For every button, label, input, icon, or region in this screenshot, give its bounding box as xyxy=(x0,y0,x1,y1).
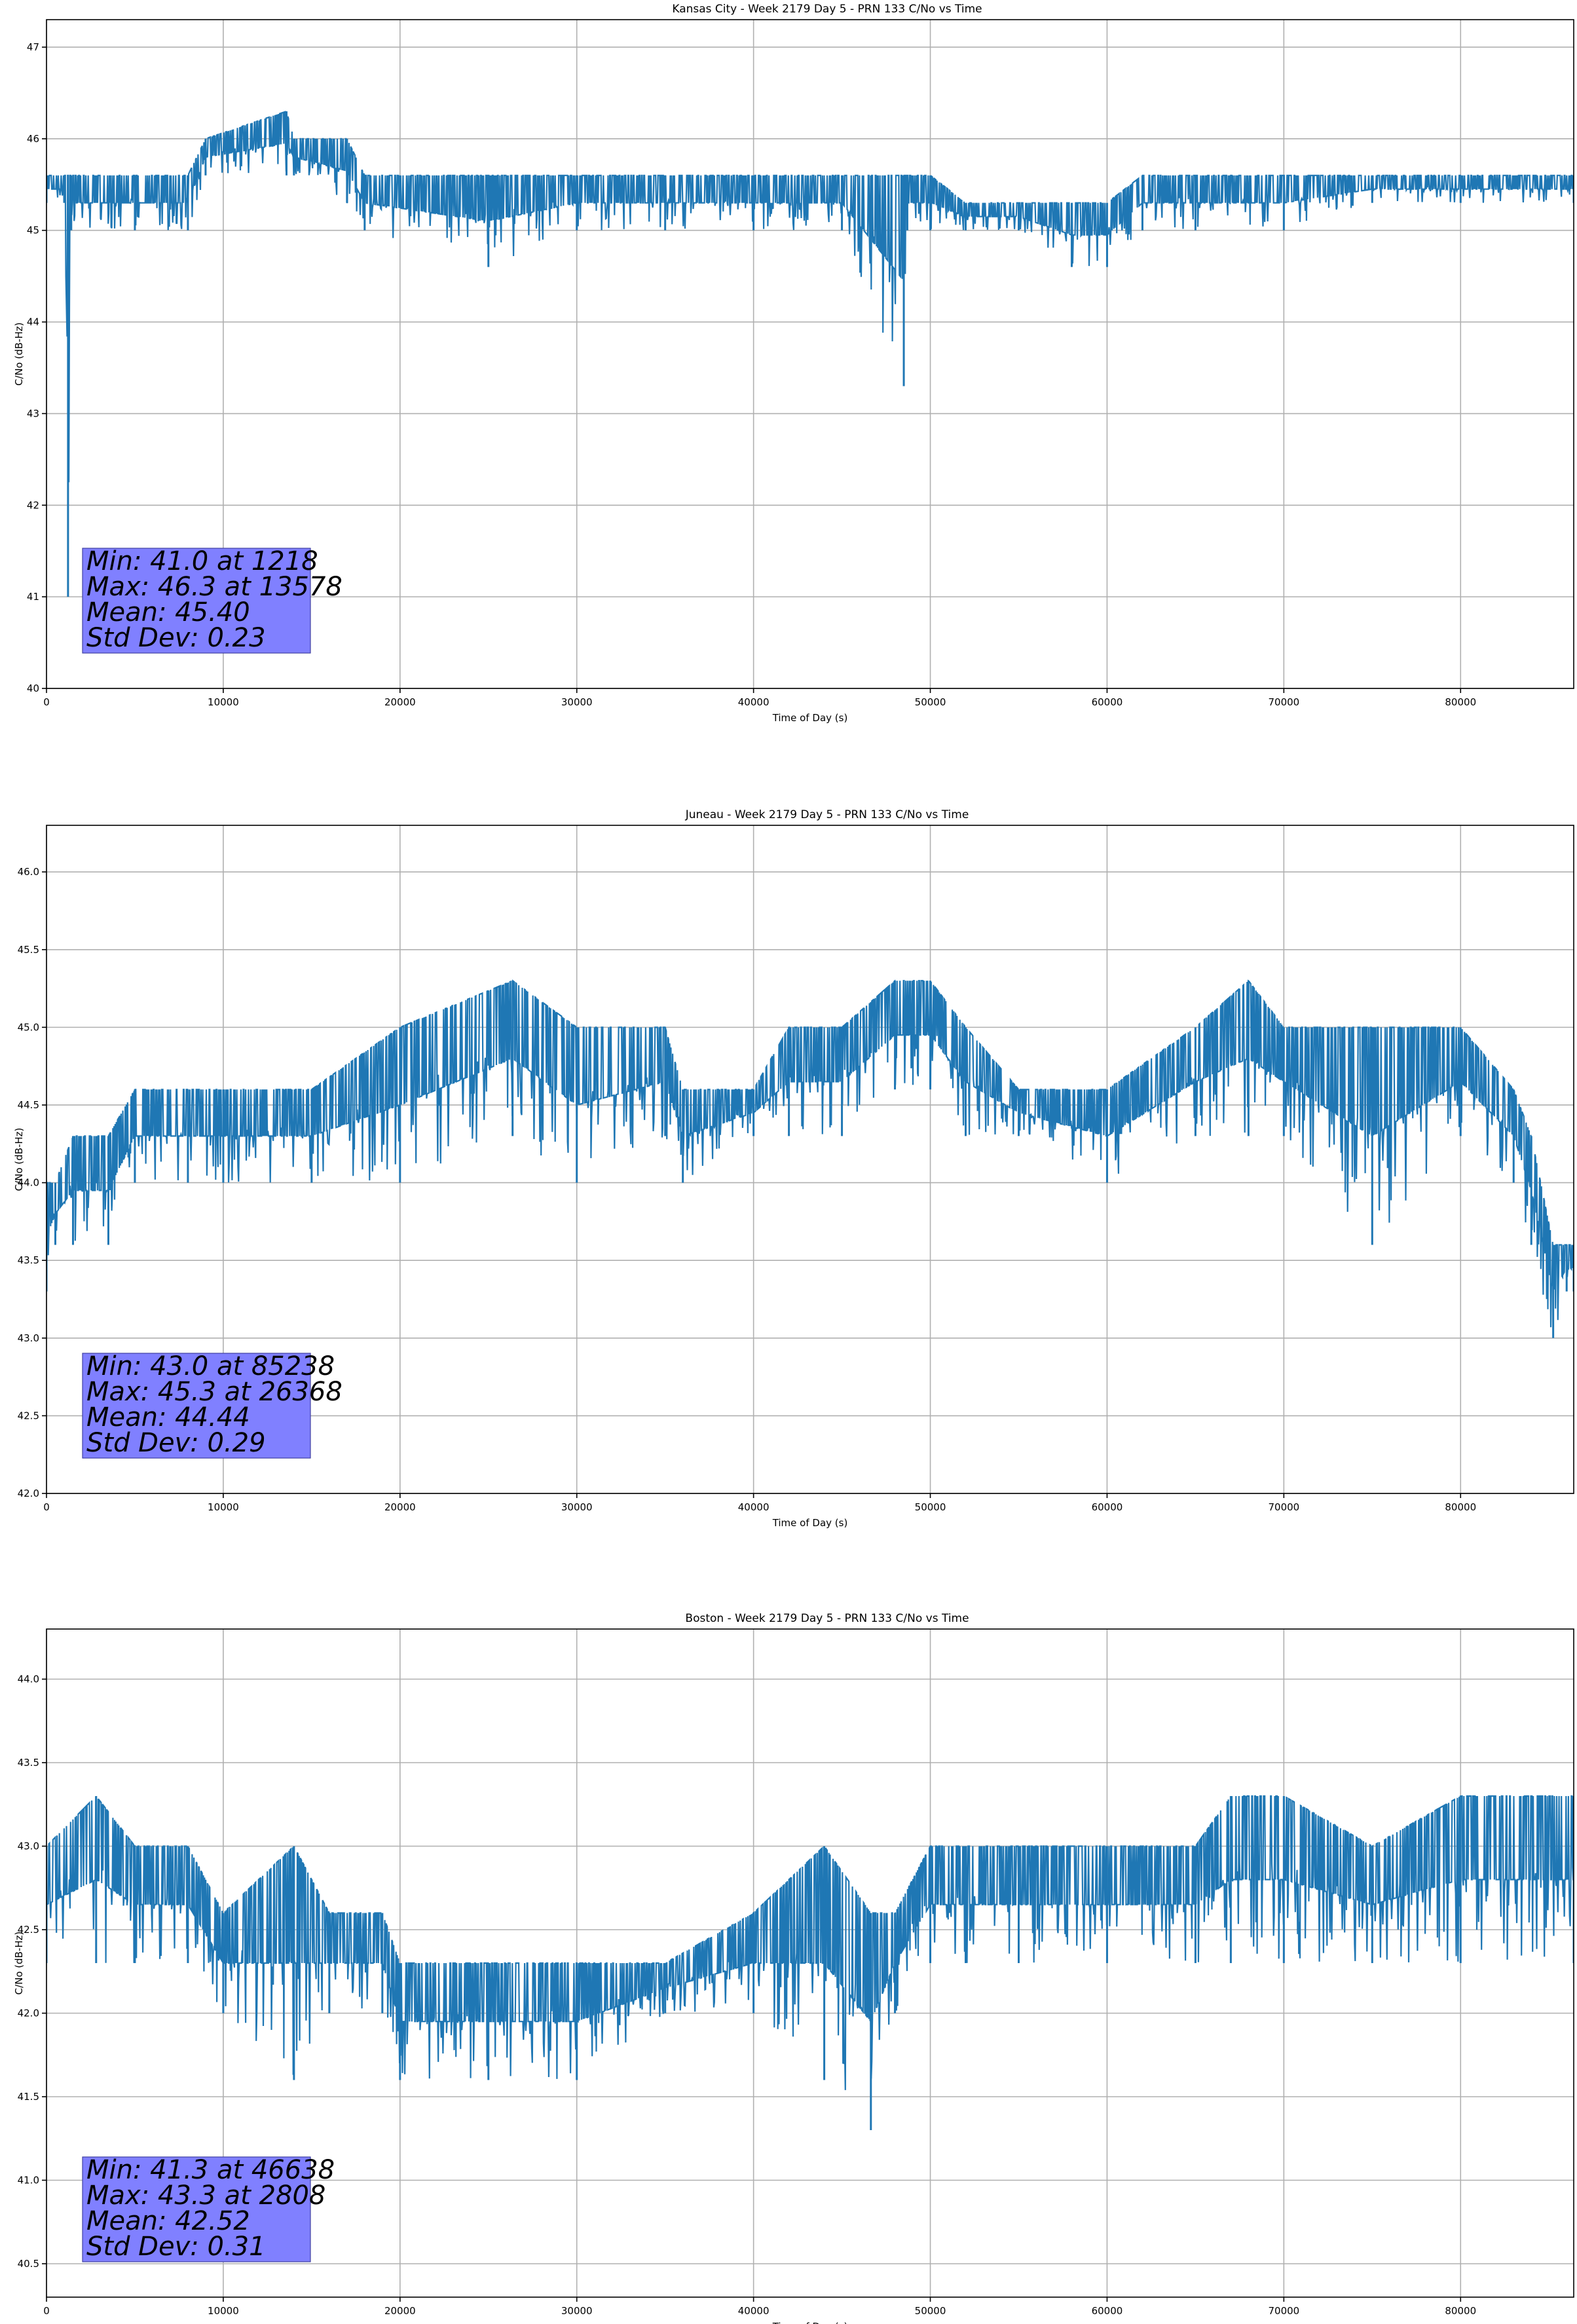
x-tick-label: 30000 xyxy=(561,1501,593,1513)
y-tick-label: 46 xyxy=(27,133,39,145)
x-tick-label: 50000 xyxy=(915,1501,946,1513)
x-tick-label: 70000 xyxy=(1268,2305,1299,2317)
x-tick-label: 30000 xyxy=(561,2305,593,2317)
series-line xyxy=(46,979,1574,1328)
x-axis-label: Time of Day (s) xyxy=(772,2321,848,2324)
stats-box xyxy=(82,2156,311,2262)
x-tick-label: 60000 xyxy=(1092,2305,1123,2317)
x-tick-label: 40000 xyxy=(738,696,770,708)
y-tick-label: 43.5 xyxy=(18,1254,39,1266)
chart-title: Kansas City - Week 2179 Day 5 - PRN 133 … xyxy=(672,3,982,16)
y-tick-label: 44.5 xyxy=(18,1099,39,1111)
x-tick-label: 10000 xyxy=(208,1501,239,1513)
stats-line: Max: 45.3 at 26368 xyxy=(86,1377,343,1407)
y-tick-label: 41.0 xyxy=(18,2175,39,2186)
y-tick-label: 43.0 xyxy=(18,1841,39,1852)
chart-title: Juneau - Week 2179 Day 5 - PRN 133 C/No … xyxy=(685,808,969,821)
y-axis-label: C/No (dB-Hz) xyxy=(13,1932,25,1995)
x-tick-label: 60000 xyxy=(1092,696,1123,708)
chart-panel-1: 0 10000 20000 30000 40000 50000 60000 70000 8000… xyxy=(13,3,1574,724)
x-tick-label: 70000 xyxy=(1268,696,1299,708)
y-tick-label: 42.0 xyxy=(18,2008,39,2019)
x-tick-label: 0 xyxy=(43,696,50,708)
y-tick-label: 43 xyxy=(27,407,39,419)
chart-panel-3: 0 10000 20000 30000 40000 50000 60000 70000 8000… xyxy=(13,1612,1574,2324)
x-axis-label: Time of Day (s) xyxy=(772,1517,848,1529)
stats-box xyxy=(82,1353,311,1459)
series-line xyxy=(46,111,1574,483)
stats-line: Std Dev: 0.23 xyxy=(86,623,266,653)
stats-line: Min: 41.0 at 1218 xyxy=(86,546,318,576)
stats-box xyxy=(82,548,311,654)
stats-line: Mean: 44.44 xyxy=(86,1402,250,1433)
y-tick-label: 45.0 xyxy=(18,1021,39,1033)
chart-title: Boston - Week 2179 Day 5 - PRN 133 C/No … xyxy=(685,1612,969,1625)
axes-frame xyxy=(46,1628,1574,2298)
x-tick-label: 70000 xyxy=(1268,1501,1299,1513)
chart-panel-2: 0 10000 20000 30000 40000 50000 60000 70000 8000… xyxy=(13,808,1574,1529)
axes-frame xyxy=(46,19,1574,689)
x-tick-label: 40000 xyxy=(738,1501,770,1513)
x-tick-label: 10000 xyxy=(208,2305,239,2317)
x-axis-label: Time of Day (s) xyxy=(772,712,848,724)
x-tick-label: 0 xyxy=(43,2305,50,2317)
y-tick-label: 46.0 xyxy=(18,866,39,878)
y-tick-label: 43.0 xyxy=(18,1332,39,1344)
x-tick-label: 50000 xyxy=(915,696,946,708)
stats-line: Min: 41.3 at 46638 xyxy=(86,2155,335,2185)
stats-line: Mean: 45.40 xyxy=(86,597,250,628)
stats-line: Max: 46.3 at 13578 xyxy=(86,572,343,602)
x-tick-label: 80000 xyxy=(1445,696,1476,708)
axes-frame xyxy=(46,825,1574,1494)
y-tick-label: 40.5 xyxy=(18,2258,39,2270)
y-tick-label: 42.5 xyxy=(18,1410,39,1421)
x-tick-label: 40000 xyxy=(738,2305,770,2317)
y-axis-label: C/No (dB-Hz) xyxy=(13,1128,25,1191)
x-tick-label: 50000 xyxy=(915,2305,946,2317)
x-tick-label: 80000 xyxy=(1445,2305,1476,2317)
x-tick-label: 0 xyxy=(43,1501,50,1513)
stats-line: Std Dev: 0.31 xyxy=(86,2232,266,2262)
y-tick-label: 44 xyxy=(27,316,39,328)
x-tick-label: 20000 xyxy=(384,696,416,708)
y-tick-label: 41.5 xyxy=(18,2091,39,2103)
stats-line: Std Dev: 0.29 xyxy=(86,1428,266,1458)
y-tick-label: 41 xyxy=(27,591,39,603)
y-tick-label: 43.5 xyxy=(18,1757,39,1769)
stats-line: Min: 43.0 at 85238 xyxy=(86,1351,335,1381)
y-tick-label: 47 xyxy=(27,41,39,53)
x-tick-label: 60000 xyxy=(1092,1501,1123,1513)
x-tick-label: 80000 xyxy=(1445,1501,1476,1513)
y-tick-label: 42.0 xyxy=(18,1488,39,1499)
stats-line: Max: 43.3 at 2808 xyxy=(86,2181,325,2211)
x-tick-label: 30000 xyxy=(561,696,593,708)
y-tick-label: 44.0 xyxy=(18,1674,39,1685)
y-tick-label: 45.5 xyxy=(18,944,39,956)
y-tick-label: 42 xyxy=(27,499,39,511)
series-line xyxy=(46,1795,1574,2090)
x-tick-label: 20000 xyxy=(384,1501,416,1513)
y-tick-label: 40 xyxy=(27,683,39,694)
y-tick-label: 44.0 xyxy=(18,1177,39,1189)
stats-line: Mean: 42.52 xyxy=(86,2206,250,2236)
x-tick-label: 20000 xyxy=(384,2305,416,2317)
y-axis-label: C/No (dB-Hz) xyxy=(13,322,25,386)
y-tick-label: 42.5 xyxy=(18,1924,39,1936)
x-tick-label: 10000 xyxy=(208,696,239,708)
y-tick-label: 45 xyxy=(27,225,39,236)
